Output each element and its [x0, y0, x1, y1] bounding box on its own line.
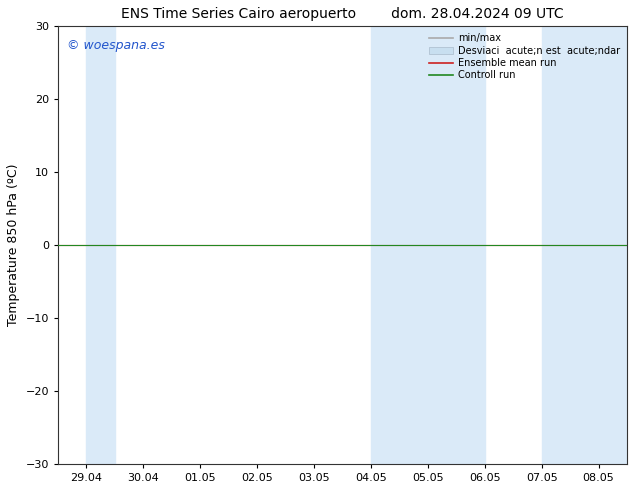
Bar — [541, 26, 627, 464]
Bar — [86, 26, 115, 464]
Text: © woespana.es: © woespana.es — [67, 39, 164, 52]
Y-axis label: Temperature 850 hPa (ºC): Temperature 850 hPa (ºC) — [7, 164, 20, 326]
Legend: min/max, Desviaci  acute;n est  acute;ndar, Ensemble mean run, Controll run: min/max, Desviaci acute;n est acute;ndar… — [427, 31, 622, 82]
Bar — [371, 26, 485, 464]
Title: ENS Time Series Cairo aeropuerto        dom. 28.04.2024 09 UTC: ENS Time Series Cairo aeropuerto dom. 28… — [121, 7, 564, 21]
